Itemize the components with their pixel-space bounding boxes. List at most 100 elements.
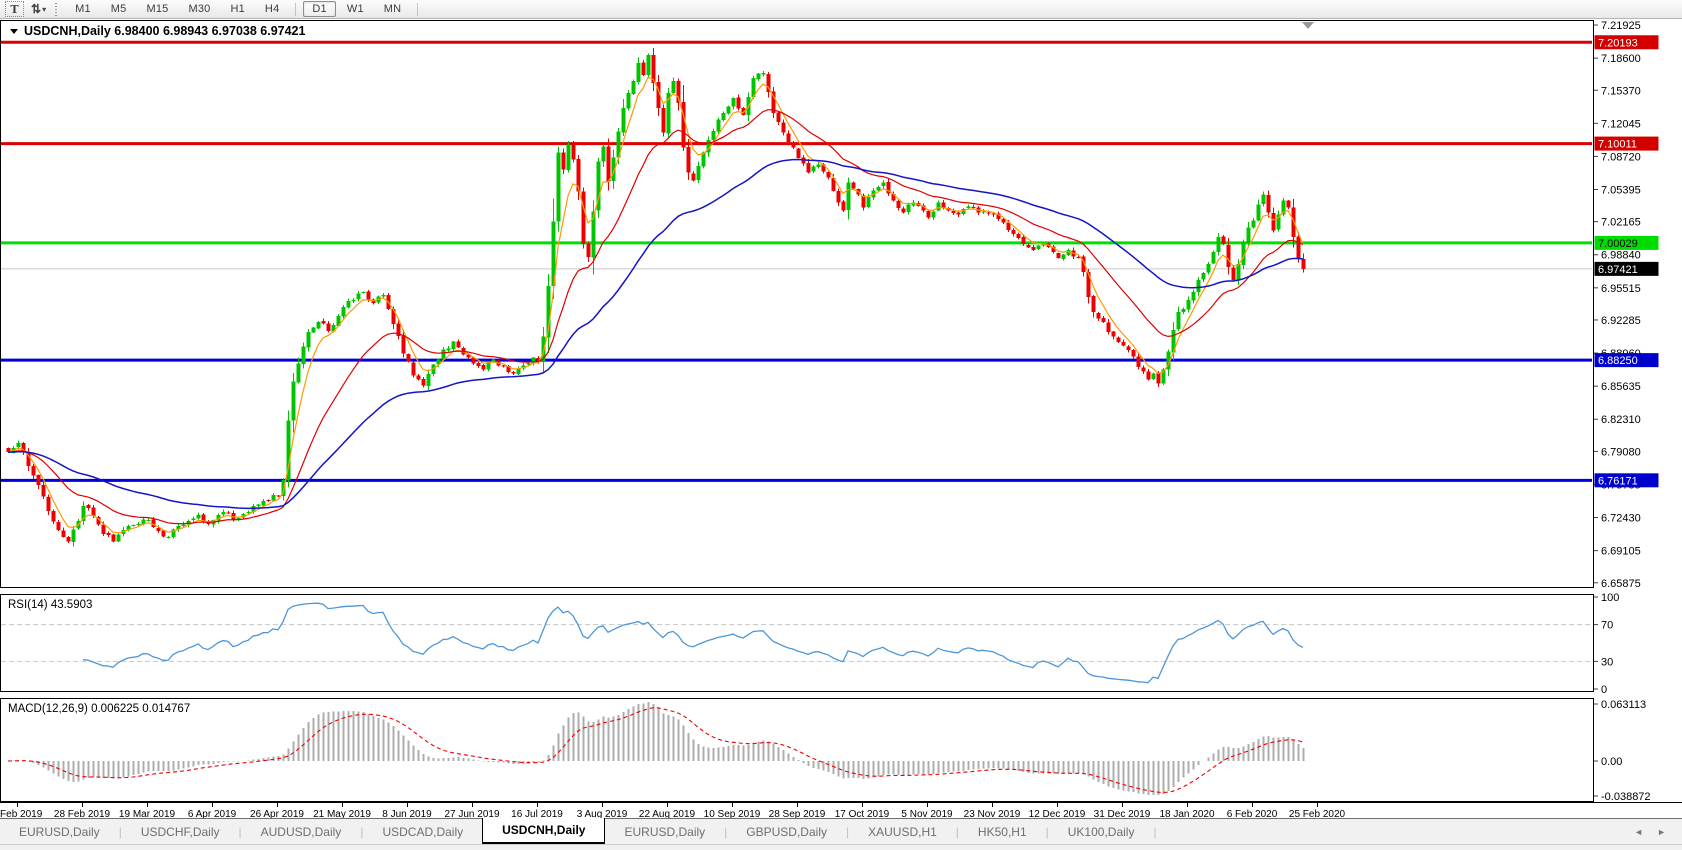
candle-body [381, 294, 386, 297]
price-tick-label: 7.15370 [1601, 85, 1641, 97]
candle-body [1246, 227, 1251, 244]
candle-body [696, 166, 701, 181]
symbol-dropdown-icon[interactable] [10, 29, 18, 34]
candle-body [1161, 369, 1166, 384]
chart-tab-uk100-daily[interactable]: UK100,Daily [1067, 824, 1135, 839]
candle-body [106, 532, 111, 535]
ma-fast-line [7, 76, 1304, 534]
price-badge-support-1 [1594, 353, 1659, 368]
chart-tab-audusd-daily[interactable]: AUDUSD,Daily [260, 824, 342, 839]
date-tick-label: 6 Feb 2020 [1227, 809, 1278, 820]
candle-body [531, 357, 536, 364]
candle-body [501, 365, 506, 367]
candle-body [796, 148, 801, 158]
candle-body [1226, 245, 1231, 268]
candle-body [661, 108, 666, 133]
chart-tab-eurusd-daily[interactable]: EURUSD,Daily [19, 824, 100, 839]
price-tick-label: 6.82310 [1601, 414, 1641, 426]
candle-body [491, 359, 496, 363]
candle-body [51, 510, 56, 522]
timeframe-button-m15[interactable]: M15 [146, 3, 169, 15]
timeframe-button-m30[interactable]: M30 [188, 3, 211, 15]
timeframe-button-mn[interactable]: MN [383, 3, 402, 15]
candle-body [921, 205, 926, 211]
candle-body [941, 202, 946, 208]
candle-body [451, 341, 456, 349]
candle-body [691, 173, 696, 181]
candle-body [1241, 242, 1246, 265]
candle-body [836, 191, 841, 203]
candle-body [1131, 349, 1136, 357]
candle-body [71, 529, 76, 543]
macd-histogram [12, 702, 1305, 796]
date-tick-label: 16 Jul 2019 [511, 809, 563, 820]
candle-body [331, 324, 336, 332]
chart-tab-xauusd-h1[interactable]: XAUUSD,H1 [868, 824, 937, 839]
chart-tab-hk50-h1[interactable]: HK50,H1 [977, 824, 1027, 839]
macd-scale-label: 0.063113 [1601, 699, 1646, 711]
candle-body [286, 420, 291, 481]
toolbar-separator [417, 2, 419, 16]
chart-tab-eurusd-daily[interactable]: EURUSD,Daily [624, 824, 706, 839]
candle-body [1126, 346, 1131, 351]
candle-body [961, 208, 966, 214]
candle-body [701, 152, 706, 167]
timeframe-button-h1[interactable]: H1 [230, 3, 245, 15]
tab-divider: | [118, 824, 122, 839]
candle-body [6, 448, 11, 453]
tab-scroll-left-icon[interactable]: ◄ [1634, 826, 1644, 837]
toolbar-grip[interactable] [54, 2, 59, 16]
candle-body [591, 211, 596, 258]
candle-body [686, 146, 691, 173]
toolbar-separator [295, 2, 297, 16]
arrange-dropdown-caret-icon[interactable]: ▾ [42, 4, 47, 14]
candle-body [1036, 245, 1041, 250]
candle-body [601, 146, 606, 162]
date-axis[interactable]: 9 Feb 2019 28 Feb 2019 19 Mar 2019 6 Apr 20… [0, 802, 1346, 820]
candle-body [1141, 367, 1146, 372]
candle-body [1066, 250, 1071, 255]
timeframe-button-m5[interactable]: M5 [110, 3, 127, 15]
candle-body [41, 485, 46, 497]
rsi-scale-label: 100 [1601, 592, 1619, 604]
chart-tab-usdchf-daily[interactable]: USDCHF,Daily [140, 824, 220, 839]
price-badge-label: 6.76171 [1598, 475, 1638, 487]
timeframe-button-h4[interactable]: H4 [264, 3, 280, 15]
candle-body [456, 341, 461, 348]
candle-body [671, 80, 676, 93]
chart-tab-usdcad-daily[interactable]: USDCAD,Daily [382, 824, 464, 839]
timeframe-button-d1[interactable]: D1 [303, 1, 336, 17]
price-badge-label: 7.20193 [1598, 37, 1638, 49]
date-tick-label: 6 Apr 2019 [188, 809, 237, 820]
candle-body [766, 73, 771, 93]
arrange-objects-button[interactable]: ⇅ [31, 2, 41, 16]
candle-body [136, 523, 141, 526]
candle-body [351, 299, 356, 301]
candle-body [46, 497, 51, 511]
rsi-panel: RSI(14) 43.5903 100 70 30 0 [1, 592, 1619, 696]
candle-body [801, 157, 806, 164]
candle-body [576, 158, 581, 192]
candle-body [721, 112, 726, 120]
candle-body [901, 208, 906, 213]
candle-body [1111, 331, 1116, 337]
candle-body [401, 334, 406, 354]
text-tool-button[interactable]: T [5, 1, 24, 17]
date-tick-label: 26 Apr 2019 [250, 809, 304, 820]
price-badge-current-price [1594, 261, 1659, 276]
candle-body [1091, 296, 1096, 312]
date-tick-label: 5 Nov 2019 [901, 809, 953, 820]
chart-tab-usdcnh-daily[interactable]: USDCNH,Daily [482, 818, 606, 844]
candle-body [406, 353, 411, 362]
price-scale[interactable]: 7.21925 7.18600 7.15370 7.12045 7.08720 7.053… [1594, 20, 1659, 590]
candle-body [936, 202, 941, 211]
tab-scroll-right-icon[interactable]: ► [1657, 826, 1666, 837]
chart-tab-gbpusd-daily[interactable]: GBPUSD,Daily [746, 824, 827, 839]
candle-body [786, 133, 791, 143]
timeframe-button-m1[interactable]: M1 [75, 3, 91, 15]
chart-shift-marker-icon[interactable] [1302, 22, 1314, 29]
candle-body [816, 164, 821, 168]
date-tick-label: 22 Aug 2019 [639, 809, 696, 820]
timeframe-button-w1[interactable]: W1 [346, 3, 364, 15]
